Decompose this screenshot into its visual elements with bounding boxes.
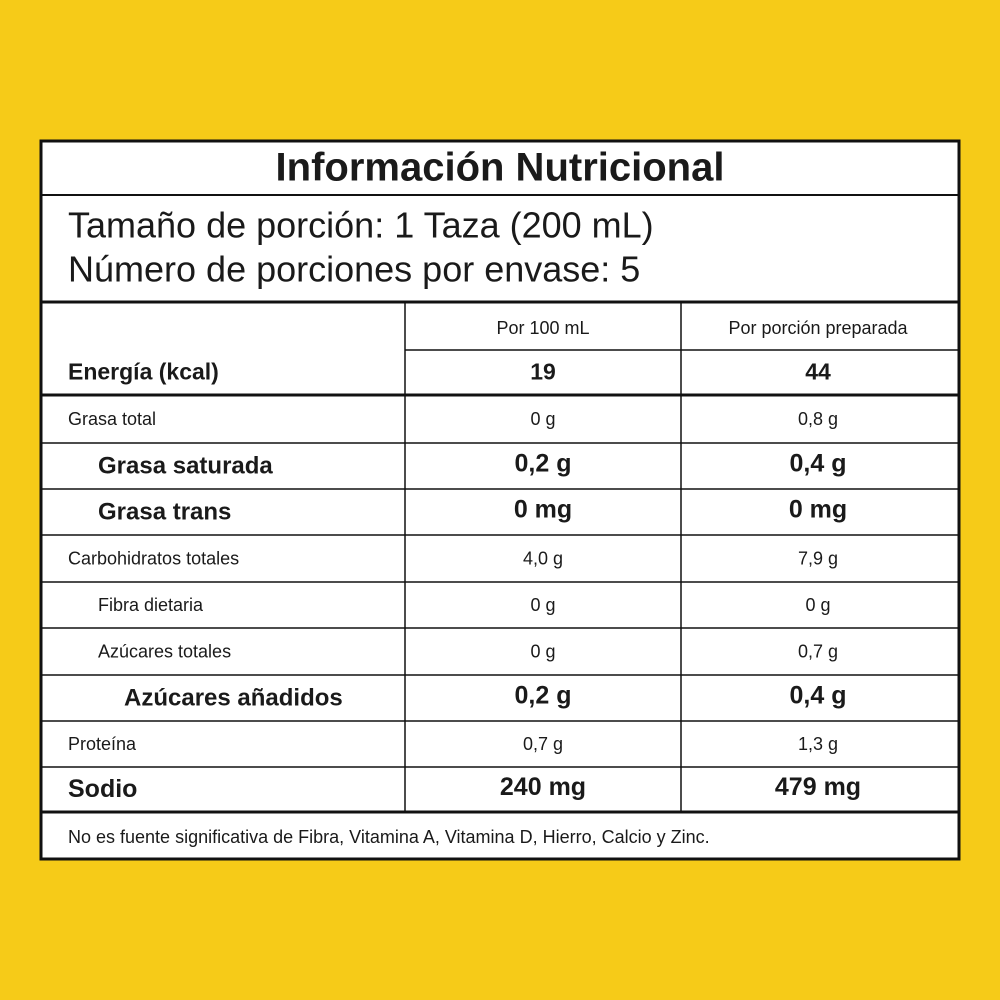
value-per-serving: 0,8 g [798,409,838,429]
serving-size: Tamaño de porción: 1 Taza (200 mL) [68,205,654,246]
value-per-100ml: 0 g [530,595,555,615]
nutrient-name: Sodio [68,775,137,803]
value-per-100ml: 19 [530,359,556,385]
value-per-serving: 44 [805,359,831,385]
value-per-serving: 1,3 g [798,734,838,754]
value-per-serving: 0 g [805,595,830,615]
value-per-100ml: 4,0 g [523,548,563,568]
nutrient-name: Grasa total [68,409,156,429]
value-per-serving: 479 mg [775,773,861,801]
value-per-100ml: 240 mg [500,773,586,801]
value-per-serving: 0,4 g [790,450,847,478]
value-per-serving: 0 mg [789,496,847,524]
nutrient-name: Fibra dietaria [98,595,204,615]
nutrient-name: Azúcares totales [98,641,231,661]
label-box [39,139,961,861]
nutrient-name: Carbohidratos totales [68,548,239,568]
value-per-serving: 7,9 g [798,548,838,568]
value-per-100ml: 0 g [530,409,555,429]
nutrient-name: Energía (kcal) [68,359,219,385]
value-per-100ml: 0 mg [514,496,572,524]
nutrient-name: Grasa trans [98,498,231,525]
value-per-100ml: 0,2 g [515,682,572,710]
value-per-serving: 0,4 g [790,682,847,710]
nutrient-name: Proteína [68,734,137,754]
column-header: Por 100 mL [496,318,589,338]
value-per-serving: 0,7 g [798,641,838,661]
nutrient-name: Azúcares añadidos [124,684,343,711]
nutrient-name: Grasa saturada [98,452,273,479]
column-header: Por porción preparada [728,318,908,338]
value-per-100ml: 0,2 g [515,450,572,478]
value-per-100ml: 0,7 g [523,734,563,754]
value-per-100ml: 0 g [530,641,555,661]
title: Información Nutricional [276,146,725,190]
servings-per-container: Número de porciones por envase: 5 [68,249,640,290]
footnote: No es fuente significativa de Fibra, Vit… [68,827,710,847]
